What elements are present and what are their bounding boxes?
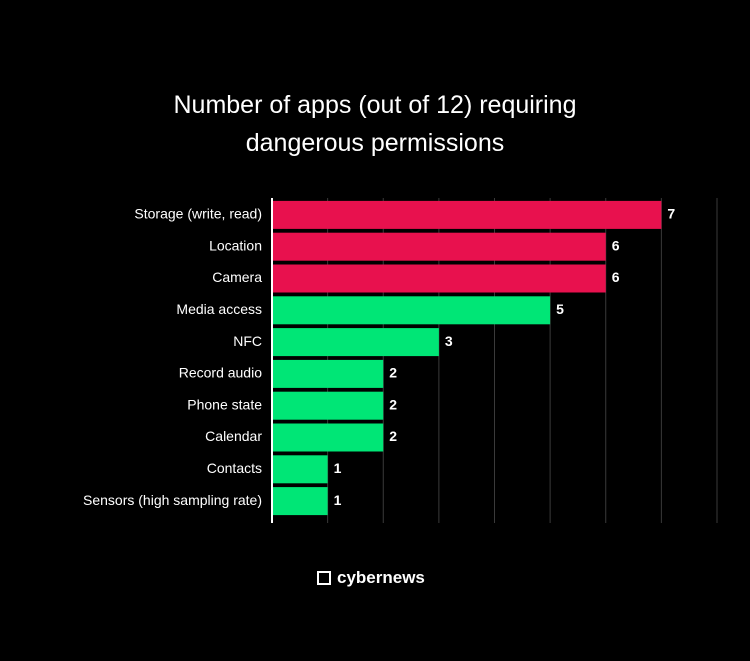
brand-name: cybernews	[337, 568, 425, 587]
y-tick-label: Location	[209, 237, 262, 253]
value-label: 2	[389, 365, 397, 381]
value-label: 2	[389, 428, 397, 444]
bar	[272, 200, 662, 229]
value-label: 6	[612, 237, 620, 253]
value-label: 3	[445, 333, 453, 349]
y-tick-label: NFC	[233, 333, 262, 349]
y-tick-label: Calendar	[205, 428, 262, 444]
y-tick-label: Media access	[176, 301, 262, 317]
value-label: 7	[667, 206, 675, 222]
value-label: 5	[556, 301, 564, 317]
logo-icon	[317, 571, 331, 585]
y-tick-label: Contacts	[207, 460, 262, 476]
y-tick-label: Storage (write, read)	[134, 206, 262, 222]
value-label: 1	[334, 492, 342, 508]
bar	[272, 455, 328, 484]
brand-logo: cybernews	[317, 568, 425, 588]
value-label: 2	[389, 396, 397, 412]
value-label: 1	[334, 460, 342, 476]
bar	[272, 264, 606, 293]
chart-title: Number of apps (out of 12) requiring dan…	[173, 91, 577, 157]
bar	[272, 328, 439, 357]
bar	[272, 423, 384, 452]
y-tick-label: Camera	[212, 269, 262, 285]
y-tick-label: Sensors (high sampling rate)	[83, 492, 262, 508]
bar	[272, 487, 328, 516]
bar	[272, 391, 384, 420]
bar	[272, 359, 384, 388]
value-label: 6	[612, 269, 620, 285]
y-tick-label: Phone state	[187, 396, 262, 412]
y-tick-label: Record audio	[179, 365, 262, 381]
bar	[272, 296, 551, 325]
bar	[272, 232, 606, 261]
